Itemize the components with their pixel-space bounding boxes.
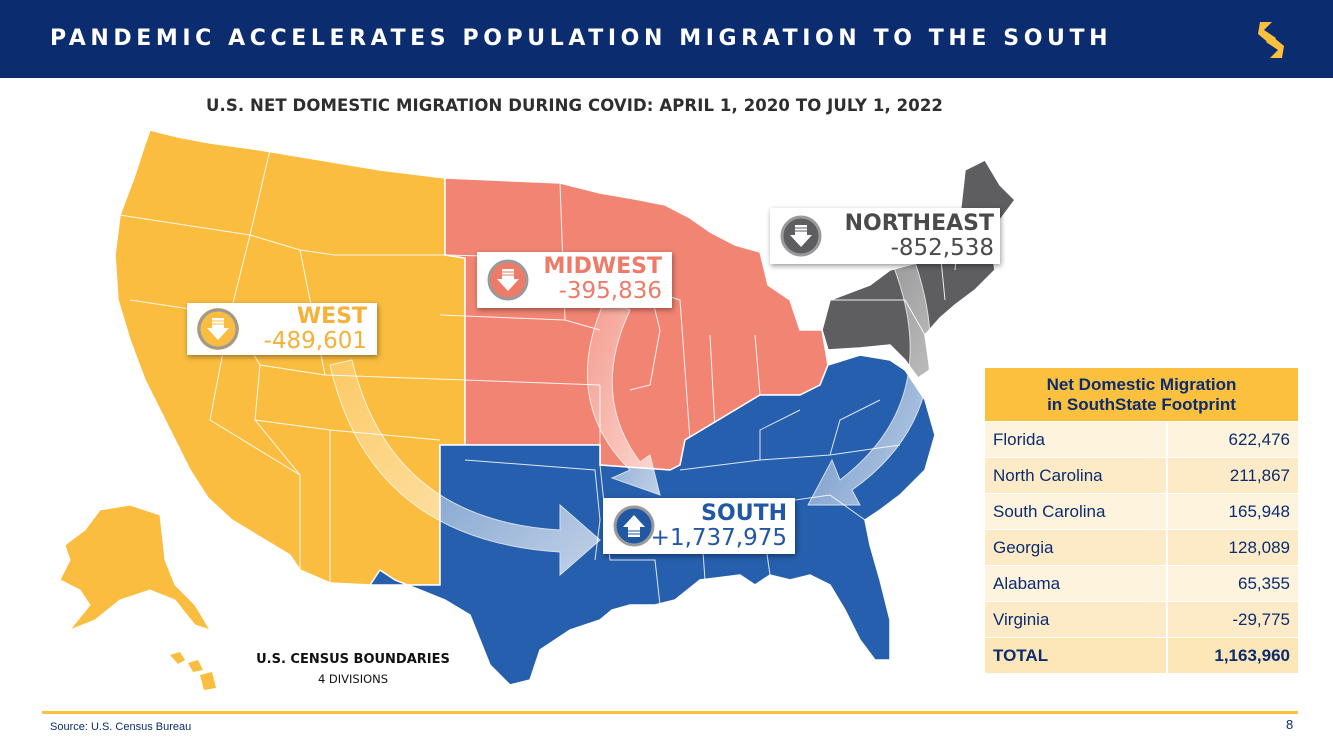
arrow-northeast-to-south [807,261,931,506]
migration-table: Net Domestic Migration in SouthState Foo… [985,368,1298,673]
table-title-line2: in SouthState Footprint [1047,394,1236,414]
region-value-south: +1,737,975 [650,525,787,551]
arrow-midwest-to-south [586,299,661,496]
state-value: 211,867 [1166,457,1298,494]
down-arrow-icon [197,308,239,350]
state-name: Florida [985,421,1168,458]
state-name: North Carolina [985,457,1168,494]
map-legend-title: U.S. CENSUS BOUNDARIES [256,652,450,667]
table-row: North Carolina 211,867 [985,457,1298,494]
map-legend-subtitle: 4 DIVISIONS [317,672,389,686]
state-value: 65,355 [1166,565,1298,602]
region-name-northeast: NORTHEAST [844,211,994,236]
state-name: South Carolina [985,493,1168,530]
table-row: Florida 622,476 [985,421,1298,458]
region-name-midwest: MIDWEST [543,254,663,279]
table-row: Georgia 128,089 [985,529,1298,566]
region-name-south: SOUTH [701,501,787,526]
table-total-row: TOTAL 1,163,960 [985,637,1298,673]
down-arrow-icon [780,215,822,257]
state-value: -29,775 [1166,601,1298,638]
state-value: 128,089 [1166,529,1298,566]
page-number: 8 [1286,717,1294,732]
total-label: TOTAL [985,637,1168,673]
table-row: Virginia -29,775 [985,601,1298,638]
table-title-line1: Net Domestic Migration [1046,374,1237,394]
callout-midwest: MIDWEST -395,836 [477,252,672,308]
state-name: Virginia [985,601,1168,638]
source-note: Source: U.S. Census Bureau [50,721,192,733]
total-value: 1,163,960 [1166,637,1298,673]
callout-northeast: NORTHEAST -852,538 [770,208,1000,264]
callout-south: SOUTH +1,737,975 [603,498,795,554]
region-west [59,129,466,690]
migration-arrows [329,261,931,577]
page-title: PANDEMIC ACCELERATES POPULATION MIGRATIO… [50,26,1113,51]
region-value-midwest: -395,836 [558,278,662,304]
state-value: 622,476 [1166,421,1298,458]
region-value-west: -489,601 [263,328,367,354]
southstate-logo-icon [1258,22,1284,58]
state-name: Alabama [985,565,1168,602]
callout-west: WEST -489,601 [187,303,377,355]
region-value-northeast: -852,538 [890,235,994,261]
state-name: Georgia [985,529,1168,566]
down-arrow-icon [487,259,529,301]
state-value: 165,948 [1166,493,1298,530]
table-row: Alabama 65,355 [985,565,1298,602]
table-row: South Carolina 165,948 [985,493,1298,530]
up-arrow-icon [613,505,655,547]
map-title: U.S. NET DOMESTIC MIGRATION DURING COVID… [206,96,943,115]
footer-divider [42,711,1298,714]
arrow-west-to-south [329,359,601,577]
region-name-west: WEST [296,304,367,329]
header-bar: PANDEMIC ACCELERATES POPULATION MIGRATIO… [0,0,1333,78]
table-header: Net Domestic Migration in SouthState Foo… [985,368,1298,422]
